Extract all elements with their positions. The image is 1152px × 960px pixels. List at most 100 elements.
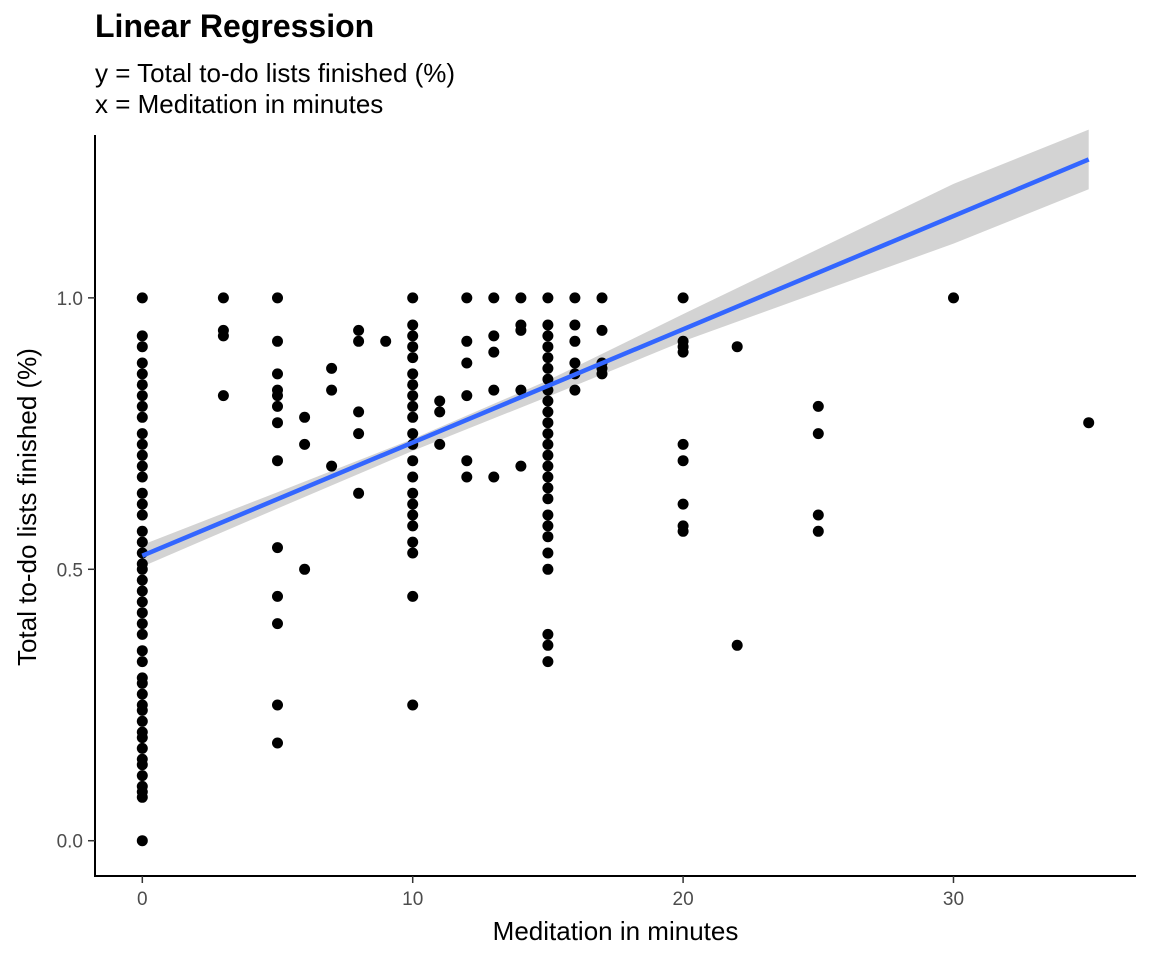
data-point: [677, 455, 689, 467]
data-point: [136, 770, 148, 782]
data-point: [136, 656, 148, 668]
x-tick-label: 10: [402, 889, 423, 910]
data-point: [542, 509, 554, 521]
data-point: [434, 438, 446, 450]
data-point: [136, 449, 148, 461]
data-point: [677, 520, 689, 532]
data-point: [407, 411, 419, 423]
data-point: [407, 379, 419, 391]
y-axis-title: Total to-do lists finished (%): [12, 348, 42, 666]
data-point: [272, 335, 283, 347]
data-point: [217, 292, 229, 304]
data-point: [461, 292, 473, 304]
data-point: [353, 487, 365, 499]
data-point: [542, 341, 554, 353]
data-point: [326, 384, 338, 396]
data-point: [353, 406, 365, 418]
regression-line: [141, 157, 1090, 558]
data-point: [515, 319, 527, 331]
data-point: [136, 536, 148, 548]
chart-title: Linear Regression: [95, 8, 375, 44]
data-point: [407, 509, 419, 521]
data-point: [542, 373, 554, 385]
data-point: [136, 835, 148, 847]
data-point: [569, 319, 581, 331]
data-point: [542, 460, 554, 472]
data-point: [515, 292, 527, 304]
data-point: [569, 357, 581, 369]
y-tick-label: 1.0: [57, 289, 83, 310]
data-point: [812, 525, 824, 537]
data-point: [136, 509, 148, 521]
data-point: [136, 400, 148, 412]
data-point: [407, 498, 419, 510]
data-point: [299, 438, 311, 450]
data-point: [407, 428, 419, 440]
data-point: [434, 406, 446, 418]
data-point: [407, 590, 419, 602]
data-point: [461, 390, 473, 402]
data-point: [136, 428, 148, 440]
data-point: [407, 341, 419, 353]
data-point: [407, 330, 419, 342]
data-point: [407, 699, 419, 711]
data-point: [217, 390, 229, 402]
data-point: [272, 737, 283, 749]
data-point: [542, 362, 554, 374]
data-point: [677, 498, 689, 510]
data-point: [136, 574, 148, 586]
data-point: [380, 335, 392, 347]
data-point: [488, 471, 500, 483]
x-axis-title: Meditation in minutes: [493, 916, 739, 946]
data-point: [542, 493, 554, 505]
data-point: [542, 428, 554, 440]
data-point: [136, 558, 148, 570]
x-tick-label: 30: [943, 889, 964, 910]
data-point: [136, 411, 148, 423]
data-point: [812, 400, 824, 412]
data-point: [217, 324, 229, 336]
data-point: [407, 471, 419, 483]
data-point: [596, 292, 608, 304]
data-point: [136, 487, 148, 499]
data-point: [569, 384, 581, 396]
data-point: [299, 411, 311, 423]
data-point: [542, 352, 554, 364]
data-point: [542, 520, 554, 532]
data-point: [488, 330, 500, 342]
data-point: [812, 509, 824, 521]
data-point: [136, 292, 148, 304]
fit-line-layer: [141, 157, 1090, 558]
data-point: [136, 390, 148, 402]
data-point: [488, 346, 500, 358]
subtitle-line-x: x = Meditation in minutes: [95, 89, 384, 119]
data-point: [136, 753, 148, 765]
data-point: [542, 438, 554, 450]
data-point: [542, 563, 554, 575]
data-point: [136, 596, 148, 608]
data-point: [542, 531, 554, 543]
y-tick-label: 0.0: [57, 832, 83, 853]
data-point: [136, 471, 148, 483]
data-point: [948, 292, 959, 304]
data-point: [136, 379, 148, 391]
confidence-band: [142, 129, 1089, 567]
data-point: [1083, 417, 1095, 429]
data-point: [136, 341, 148, 353]
data-point: [136, 460, 148, 472]
data-point: [407, 390, 419, 402]
data-point: [542, 292, 554, 304]
data-point: [272, 590, 283, 602]
data-point: [136, 607, 148, 619]
x-tick-label: 0: [137, 889, 148, 910]
data-point: [272, 618, 283, 630]
data-point: [299, 563, 311, 575]
data-point: [677, 292, 689, 304]
data-point: [407, 487, 419, 499]
chart-subtitle: y = Total to-do lists finished (%) x = M…: [95, 58, 455, 120]
data-point: [136, 742, 148, 754]
data-point: [326, 460, 338, 472]
data-point: [434, 395, 446, 407]
data-point: [407, 547, 419, 559]
